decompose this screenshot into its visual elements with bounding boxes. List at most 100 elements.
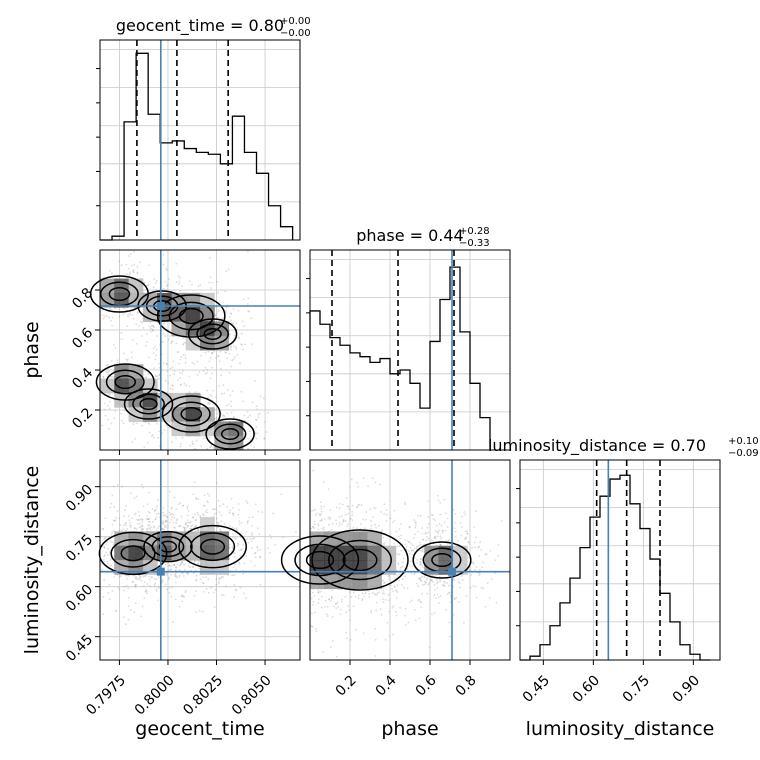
scatter-lum-phase-point: [439, 501, 442, 504]
scatter-lum-phase-point: [310, 597, 313, 600]
scatter-lum-geocent-point: [219, 528, 221, 531]
scatter-phase-geocent-point: [254, 379, 256, 382]
scatter-lum-geocent-point: [182, 504, 185, 507]
scatter-lum-geocent-point: [269, 552, 272, 554]
scatter-lum-geocent-point: [142, 505, 145, 508]
scatter-phase-geocent-point: [267, 411, 269, 414]
scatter-lum-geocent-point: [193, 594, 196, 597]
scatter-phase-geocent-point: [106, 371, 109, 374]
scatter-lum-geocent-truth-marker: [156, 567, 165, 576]
scatter-lum-phase-point: [419, 563, 422, 566]
scatter-lum-phase-point: [375, 601, 378, 604]
scatter-phase-geocent-point: [244, 343, 247, 346]
scatter-lum-geocent-point: [180, 515, 183, 518]
scatter-phase-geocent-contour: [132, 393, 165, 415]
scatter-phase-geocent-point: [194, 447, 197, 450]
scatter-phase-geocent-point: [229, 394, 231, 397]
scatter-lum-geocent-point: [215, 512, 218, 515]
scatter-phase-geocent-point: [180, 383, 182, 386]
scatter-lum-geocent-point: [169, 521, 172, 524]
scatter-lum-geocent-point: [101, 528, 104, 530]
scatter-lum-geocent-point: [138, 575, 141, 577]
scatter-phase-geocent-point: [125, 273, 128, 275]
scatter-lum-geocent-point: [137, 511, 140, 513]
scatter-lum-geocent-point: [170, 564, 173, 567]
ylabel-luminosity-distance: luminosity_distance: [21, 466, 43, 655]
scatter-lum-geocent-point: [154, 509, 156, 512]
scatter-lum-phase-point: [364, 591, 367, 594]
scatter-lum-phase-point: [474, 510, 477, 513]
scatter-lum-geocent-point: [128, 519, 131, 522]
scatter-phase-geocent-point: [242, 348, 245, 351]
panel-title-luminosity-distance-minus: −0.09: [728, 448, 759, 459]
scatter-lum-geocent-point: [213, 513, 216, 515]
scatter-lum-geocent-point: [112, 485, 115, 488]
scatter-lum-phase-point: [479, 569, 481, 571]
hist-geocent-time-frame: [99, 39, 301, 241]
scatter-lum-geocent-point: [124, 509, 126, 511]
scatter-phase-geocent-point: [125, 309, 128, 311]
scatter-lum-geocent-point: [141, 518, 144, 521]
scatter-lum-geocent-point: [253, 537, 256, 540]
scatter-lum-geocent-point: [148, 528, 151, 530]
scatter-lum-geocent-point: [146, 518, 149, 521]
scatter-lum-geocent-point: [203, 504, 206, 507]
scatter-phase-geocent-point: [223, 392, 226, 395]
scatter-phase-geocent-point: [177, 275, 180, 277]
scatter-lum-phase-point: [426, 576, 429, 579]
scatter-phase-geocent-point: [110, 272, 113, 275]
scatter-lum-phase-point: [380, 510, 383, 513]
scatter-lum-phase-point: [436, 494, 439, 497]
scatter-phase-geocent-contour: [139, 398, 158, 410]
scatter-lum-geocent-point: [212, 508, 214, 511]
scatter-lum-geocent-point: [198, 609, 201, 612]
scatter-lum-phase-point: [350, 478, 353, 481]
scatter-lum-geocent-point: [231, 526, 234, 529]
scatter-lum-phase-point: [311, 612, 313, 615]
scatter-lum-geocent-point: [217, 523, 220, 526]
scatter-lum-geocent-contour: [143, 530, 193, 563]
scatter-lum-geocent-point: [115, 516, 117, 519]
scatter-lum-phase-point: [396, 584, 399, 587]
scatter-lum-phase-point: [368, 595, 370, 598]
scatter-phase-geocent-point: [163, 322, 166, 325]
scatter-lum-geocent-point: [274, 543, 277, 546]
scatter-lum-phase-point: [335, 655, 338, 658]
scatter-lum-geocent-point: [183, 526, 186, 529]
scatter-lum-geocent-point: [237, 543, 240, 546]
scatter-phase-geocent-point: [207, 350, 210, 353]
scatter-lum-geocent-point: [133, 527, 136, 530]
scatter-lum-phase-point: [322, 526, 325, 529]
scatter-phase-geocent-point: [209, 446, 211, 449]
scatter-lum-phase-point: [426, 578, 428, 581]
scatter-phase-geocent-point: [235, 322, 238, 325]
scatter-phase-geocent-point: [231, 359, 234, 362]
scatter-lum-phase-point: [378, 591, 381, 594]
scatter-phase-geocent-point: [107, 418, 109, 421]
scatter-lum-phase-point: [323, 517, 326, 520]
scatter-phase-geocent-point: [231, 390, 234, 392]
scatter-lum-phase-point: [453, 614, 456, 616]
scatter-lum-phase-point: [463, 621, 465, 624]
scatter-lum-phase-point: [419, 514, 422, 517]
scatter-lum-geocent-point: [184, 521, 187, 524]
scatter-lum-phase-point: [388, 635, 391, 637]
scatter-lum-phase-density-cell: [352, 545, 368, 561]
scatter-lum-phase-point: [310, 625, 313, 628]
scatter-lum-geocent-point: [213, 515, 215, 518]
scatter-phase-geocent-point: [250, 444, 252, 447]
scatter-phase-geocent-contour: [178, 307, 204, 325]
scatter-lum-phase-point: [430, 539, 433, 541]
scatter-phase-geocent-point: [107, 373, 110, 376]
scatter-lum-geocent-point: [195, 590, 197, 592]
scatter-phase-geocent-point: [109, 308, 112, 311]
scatter-lum-phase-point: [419, 558, 422, 561]
scatter-lum-phase-point: [495, 601, 498, 604]
scatter-phase-geocent-point: [165, 362, 168, 365]
scatter-lum-geocent-point: [168, 511, 171, 514]
scatter-phase-geocent-point: [251, 343, 253, 345]
scatter-lum-phase-point: [338, 502, 341, 505]
scatter-phase-geocent-point: [151, 328, 154, 331]
scatter-phase-geocent-density-cell: [185, 292, 201, 308]
scatter-phase-geocent-point: [194, 391, 197, 393]
